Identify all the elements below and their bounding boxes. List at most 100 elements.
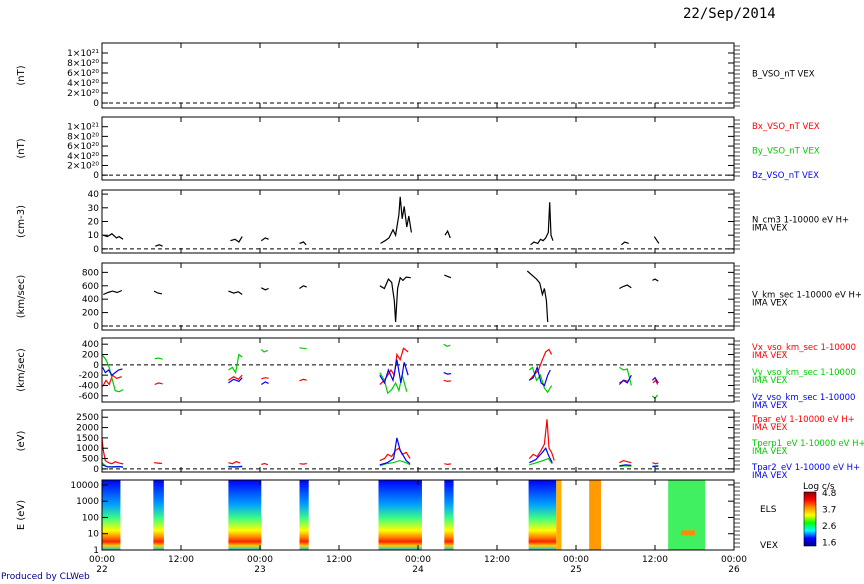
series-line-vz_vso_km_sec — [618, 374, 632, 385]
panel-frame — [101, 189, 735, 254]
series-line-n_cm3 — [380, 196, 412, 244]
panel-frame — [101, 42, 735, 109]
legend-entry: Tpar2_eV 1-10000 eV H+ — [751, 463, 860, 473]
y-tick-label: 2×10²⁰ — [67, 89, 99, 99]
series-line-n_cm3 — [444, 229, 451, 239]
y-tick-label: 800 — [82, 268, 99, 278]
legend-entry-sub: IMA VEX — [752, 376, 788, 386]
x-day-label: 24 — [412, 565, 424, 575]
colorbar-tick-label: 2.6 — [822, 522, 837, 532]
y-tick-label: 200 — [82, 351, 99, 361]
series-line-n_cm3 — [103, 233, 124, 240]
series-line-tpar2_ev — [379, 437, 411, 466]
series-line-vz_vso_km_sec — [443, 372, 451, 375]
y-tick-label: 600 — [82, 282, 99, 292]
series-line-v_km_sec — [153, 290, 163, 295]
y-tick-label: 10 — [88, 530, 100, 540]
series-line-vx_vso_km_sec — [154, 382, 163, 386]
series-line-vx_vso_km_sec — [102, 374, 122, 387]
y-axis-label: (km/sec) — [16, 348, 27, 392]
y-tick-label: 1 — [93, 546, 99, 556]
series-line-v_km_sec — [299, 285, 307, 289]
y-tick-label: 0 — [93, 171, 99, 181]
y-tick-label: 1500 — [76, 434, 99, 444]
spectrogram-block — [528, 480, 557, 550]
spectrogram-block — [589, 480, 602, 550]
x-day-label: 25 — [570, 565, 581, 575]
series-line-tperp1_ev — [379, 459, 411, 467]
y-axis-label: (km/sec) — [16, 275, 27, 319]
colorbar-tick-label: 4.8 — [822, 489, 837, 499]
series-line-vx_vso_km_sec — [299, 378, 307, 382]
legend-entry-sub: IMA VEX — [752, 423, 788, 433]
spectrogram-block — [228, 480, 262, 550]
series-line-vz_vso_km_sec — [102, 367, 123, 377]
legend-entry: Bx_VSO_nT VEX — [752, 122, 820, 132]
y-axis-label: (nT) — [16, 138, 27, 158]
series-line-tpar_ev — [619, 459, 632, 464]
legend-entry: Tperp1_eV 1-10000 eV H+ — [751, 439, 864, 449]
series-line-vz_vso_km_sec — [260, 381, 269, 386]
y-tick-label: 6×10²⁰ — [67, 142, 99, 152]
series-line-tperp1_ev — [529, 457, 553, 466]
x-tick-label: 00:00 — [405, 555, 431, 565]
legend-entry: Vx_vso_km_sec 1-10000 — [752, 343, 856, 353]
series-line-n_cm3 — [530, 202, 554, 246]
colorbar-tick-label: 1.6 — [822, 539, 837, 549]
legend-entry: Vz_vso_km_sec 1-10000 — [752, 393, 855, 403]
series-line-vy_vso_km_sec — [102, 355, 124, 393]
y-tick-label: 6×10²⁰ — [67, 69, 99, 79]
y-tick-label: 400 — [82, 295, 99, 305]
series-line-vy_vso_km_sec — [619, 366, 632, 386]
legend-entry: V_km_sec 1-10000 eV H+ — [752, 291, 862, 301]
y-tick-label: 1000 — [76, 444, 99, 454]
legend-entry: B_VSO_nT VEX — [752, 70, 815, 80]
y-axis-label: (nT) — [16, 65, 27, 85]
series-line-n_cm3 — [621, 241, 629, 246]
colorbar — [803, 491, 817, 547]
y-tick-label: 0 — [93, 322, 99, 332]
series-line-vx_vso_km_sec — [652, 379, 659, 385]
series-line-n_cm3 — [155, 244, 163, 247]
legend-entry: Vy_vso_km_sec 1-10000 — [752, 368, 856, 378]
spectrogram-hotspot — [681, 530, 696, 536]
y-tick-label: 40 — [88, 190, 100, 200]
y-axis-label: E (eV) — [16, 500, 27, 530]
y-tick-label: 0 — [93, 99, 99, 109]
y-tick-label: 0 — [93, 361, 99, 371]
panel-frame — [101, 337, 735, 403]
y-tick-label: 2×10²⁰ — [67, 161, 99, 171]
legend-entry: Bz_VSO_nT VEX — [752, 171, 819, 181]
x-tick-label: 12:00 — [168, 555, 194, 565]
series-line-vy_vso_km_sec — [443, 343, 451, 347]
series-line-v_km_sec — [103, 289, 123, 296]
series-line-vx_vso_km_sec — [261, 377, 269, 380]
y-tick-label: 10000 — [70, 481, 99, 491]
series-line-n_cm3 — [260, 237, 269, 242]
series-line-vz_vso_km_sec — [379, 359, 409, 385]
series-line-vz_vso_km_sec — [651, 376, 659, 384]
series-line-v_km_sec — [652, 278, 659, 282]
series-line-v_km_sec — [619, 284, 632, 290]
series-line-v_km_sec — [379, 276, 411, 323]
y-tick-label: 400 — [82, 340, 99, 350]
instrument-label: ELS — [760, 505, 777, 515]
series-line-vz_vso_km_sec — [228, 377, 243, 384]
y-tick-label: -400 — [79, 381, 100, 391]
series-line-vy_vso_km_sec — [528, 366, 553, 394]
legend-entry-sub: IMA VEX — [752, 471, 788, 481]
legend-entry-sub: IMA VEX — [752, 299, 788, 309]
series-line-vy_vso_km_sec — [299, 347, 307, 350]
plot-date-title: 22/Sep/2014 — [683, 6, 776, 22]
series-line-tpar_ev — [153, 462, 162, 465]
series-line-n_cm3 — [230, 236, 243, 243]
colorbar-tick-label: 3.7 — [822, 506, 836, 516]
y-tick-label: 500 — [82, 455, 99, 465]
y-tick-label: 10 — [88, 231, 100, 241]
credit-text: Produced by CLWeb — [1, 572, 90, 582]
y-tick-label: -600 — [79, 392, 100, 402]
series-line-v_km_sec — [526, 270, 549, 323]
y-tick-label: 2000 — [76, 424, 99, 434]
